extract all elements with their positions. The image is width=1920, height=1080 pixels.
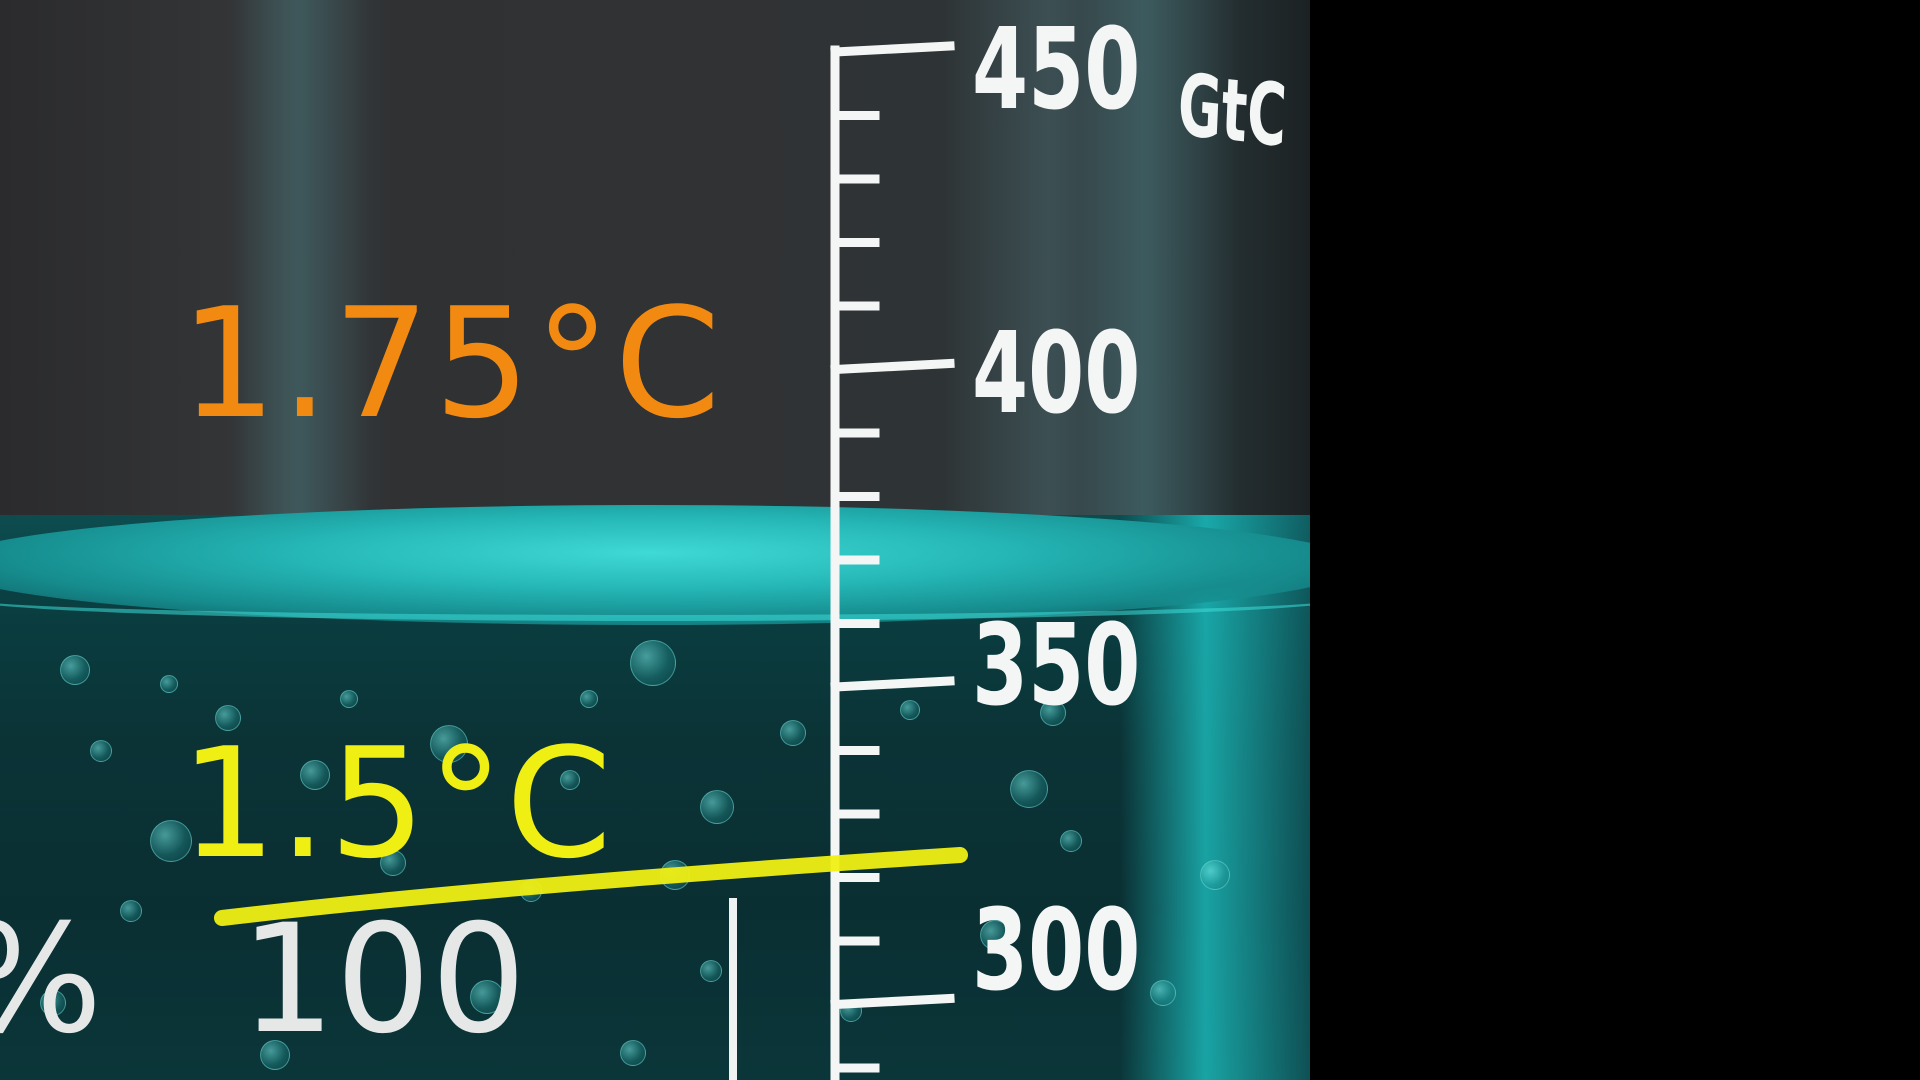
bubble	[1010, 770, 1048, 808]
bubble	[150, 820, 192, 862]
beaker-scene: 450 GtC 400 350 300 1.75°C 1.5°C % 100	[0, 0, 1310, 1080]
major-tick	[830, 676, 955, 692]
percent-sign: %	[0, 905, 103, 1055]
liquid-surface-rim	[0, 575, 1310, 621]
bubble	[900, 700, 920, 720]
bubble	[980, 920, 1010, 950]
black-margin	[1310, 0, 1920, 1080]
temperature-label-low: 1.5°C	[180, 715, 614, 892]
bubble	[90, 740, 112, 762]
unit-label: GtC	[1175, 55, 1289, 167]
highlight-underline	[214, 847, 968, 926]
bubble	[560, 770, 580, 790]
tick-label-450: 450	[972, 5, 1141, 135]
tick-label-400: 400	[972, 309, 1141, 439]
measuring-scale	[214, 41, 968, 1080]
major-tick	[830, 358, 955, 375]
bubble	[630, 640, 676, 686]
tick-label-300: 300	[972, 886, 1141, 1016]
bubble	[1060, 830, 1082, 852]
tick-label-350: 350	[972, 601, 1141, 731]
major-tick	[830, 41, 955, 57]
glass-reflection-left	[230, 0, 370, 520]
bubble	[260, 1040, 290, 1070]
bubble	[780, 720, 806, 746]
temperature-label-high: 1.75°C	[180, 275, 725, 452]
bubble	[470, 980, 504, 1014]
bubble	[1200, 860, 1230, 890]
bubble	[380, 850, 406, 876]
bubble	[1150, 980, 1176, 1006]
bubble	[340, 690, 358, 708]
bubble	[1040, 700, 1066, 726]
bubble	[620, 1040, 646, 1066]
bubble	[300, 760, 330, 790]
bubble	[60, 655, 90, 685]
glass-reflection-right	[1080, 0, 1240, 560]
percent-value: 100	[240, 893, 527, 1067]
bubble	[580, 690, 598, 708]
major-tick	[830, 993, 955, 1010]
bubble	[40, 990, 66, 1016]
bubble	[430, 725, 468, 763]
bubble	[700, 960, 722, 982]
bubble	[160, 675, 178, 693]
scale-ticks	[830, 41, 955, 1080]
bubble	[215, 705, 241, 731]
bubble	[700, 790, 734, 824]
bubble	[120, 900, 142, 922]
